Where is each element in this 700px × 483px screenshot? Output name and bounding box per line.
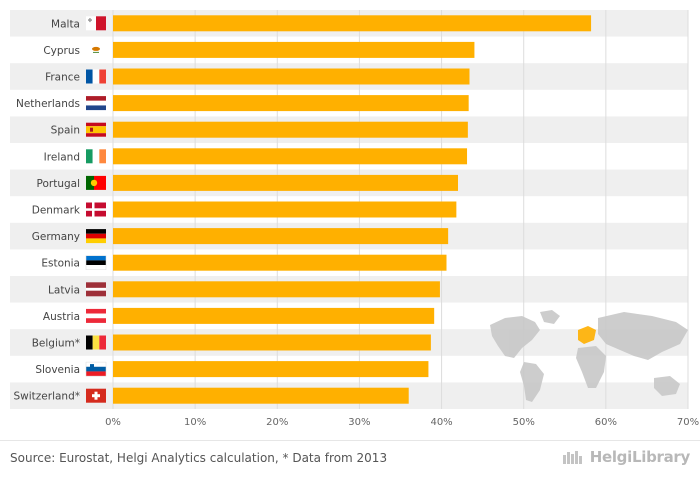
bar[interactable] xyxy=(113,387,409,404)
category-label: Portugal xyxy=(37,178,81,190)
bar[interactable] xyxy=(113,254,447,271)
bar[interactable] xyxy=(113,228,449,245)
flag-malta-icon xyxy=(86,16,106,31)
flag-spain-icon xyxy=(86,122,106,137)
category-label: Denmark xyxy=(32,205,81,217)
flag-cyprus-icon xyxy=(86,42,106,57)
category-label: Austria xyxy=(43,311,80,323)
x-tick-labels: 0% 10% 20% 30% 40% 50% 60% 70% xyxy=(105,417,699,428)
category-label: Ireland xyxy=(44,151,80,163)
flags xyxy=(85,16,107,403)
category-label: Malta xyxy=(51,18,80,30)
map-north-america xyxy=(490,316,540,358)
category-label: Germany xyxy=(32,231,80,243)
x-tick-label: 10% xyxy=(184,417,206,428)
bar[interactable] xyxy=(113,148,468,165)
flag-estonia-icon xyxy=(85,255,107,270)
flag-switzerland-icon xyxy=(86,388,106,403)
map-europe xyxy=(578,326,596,344)
flag-austria-icon xyxy=(86,308,106,323)
flag-ireland-icon xyxy=(86,149,106,164)
category-label: France xyxy=(45,72,80,84)
bars xyxy=(113,15,592,404)
bar[interactable] xyxy=(113,334,431,351)
category-label: Spain xyxy=(51,125,80,137)
flag-germany-icon xyxy=(86,229,106,244)
bar-chart: Malta Cyprus France Netherlands Spain Ireland… xyxy=(10,10,699,428)
category-label: Cyprus xyxy=(43,45,80,57)
category-label: Estonia xyxy=(41,258,80,270)
x-tick-label: 20% xyxy=(266,417,288,428)
x-tick-label: 30% xyxy=(348,417,370,428)
category-labels: Malta Cyprus France Netherlands Spain Ireland… xyxy=(14,18,81,402)
bar[interactable] xyxy=(113,281,440,298)
x-tick-label: 0% xyxy=(105,417,121,428)
category-label: Latvia xyxy=(48,284,80,296)
brand-logo[interactable]: HelgiLibrary xyxy=(562,448,690,466)
bar[interactable] xyxy=(113,307,435,324)
x-tick-label: 60% xyxy=(595,417,617,428)
library-icon xyxy=(562,451,582,464)
bar[interactable] xyxy=(113,95,469,112)
map-greenland xyxy=(540,310,560,324)
bar[interactable] xyxy=(113,121,468,138)
map-australia xyxy=(654,376,680,396)
bar[interactable] xyxy=(113,201,457,218)
bar[interactable] xyxy=(113,15,592,32)
world-map-icon xyxy=(490,310,688,402)
x-tick-label: 50% xyxy=(513,417,535,428)
flag-slovenia-icon xyxy=(85,361,107,377)
brand-name: HelgiLibrary xyxy=(589,448,691,466)
bar[interactable] xyxy=(113,174,458,191)
bar[interactable] xyxy=(113,68,470,85)
source-note: Source: Eurostat, Helgi Analytics calcul… xyxy=(10,451,388,465)
category-label: Switzerland* xyxy=(14,391,81,403)
map-asia xyxy=(598,312,688,360)
footer-divider xyxy=(0,440,700,441)
map-africa xyxy=(576,346,606,388)
category-label: Belgium* xyxy=(32,338,80,350)
flag-latvia-icon xyxy=(86,282,106,297)
category-label: Slovenia xyxy=(35,364,80,376)
flag-portugal-icon xyxy=(86,175,106,190)
category-label: Netherlands xyxy=(16,98,80,110)
flag-denmark-icon xyxy=(86,202,106,217)
x-tick-label: 70% xyxy=(677,417,699,428)
bar[interactable] xyxy=(113,41,475,58)
flag-belgium-icon xyxy=(86,335,106,350)
flag-netherlands-icon xyxy=(86,96,106,111)
x-tick-label: 40% xyxy=(430,417,452,428)
map-south-america xyxy=(520,362,544,402)
flag-france-icon xyxy=(86,69,106,84)
bar[interactable] xyxy=(113,361,429,378)
